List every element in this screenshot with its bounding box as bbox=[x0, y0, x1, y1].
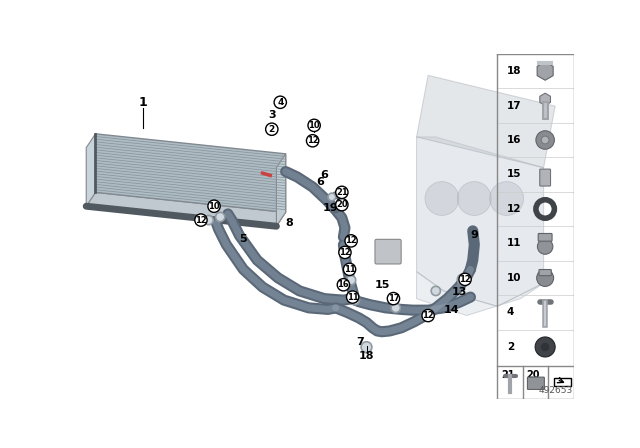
Text: 17: 17 bbox=[507, 100, 521, 111]
Text: 20: 20 bbox=[336, 200, 348, 209]
Circle shape bbox=[346, 276, 356, 285]
Circle shape bbox=[350, 296, 360, 305]
Circle shape bbox=[344, 263, 356, 276]
Text: 14: 14 bbox=[444, 305, 459, 315]
Circle shape bbox=[204, 215, 213, 225]
Polygon shape bbox=[95, 134, 285, 212]
Circle shape bbox=[337, 279, 349, 291]
Text: 18: 18 bbox=[359, 351, 374, 362]
Text: 12: 12 bbox=[459, 275, 471, 284]
Circle shape bbox=[336, 198, 348, 211]
Text: 11: 11 bbox=[347, 293, 358, 302]
Text: 21: 21 bbox=[501, 370, 515, 380]
Text: 10: 10 bbox=[308, 121, 320, 130]
Circle shape bbox=[307, 134, 319, 147]
Circle shape bbox=[425, 181, 459, 215]
Text: 12: 12 bbox=[507, 204, 521, 214]
Circle shape bbox=[424, 310, 433, 319]
Circle shape bbox=[459, 273, 471, 285]
Circle shape bbox=[541, 136, 549, 144]
Text: 2: 2 bbox=[507, 342, 514, 352]
Text: 18: 18 bbox=[507, 66, 521, 76]
Text: 19: 19 bbox=[323, 203, 338, 213]
FancyBboxPatch shape bbox=[539, 270, 551, 276]
Circle shape bbox=[541, 342, 550, 352]
FancyBboxPatch shape bbox=[527, 377, 545, 389]
Text: 6: 6 bbox=[320, 170, 328, 181]
Text: 4: 4 bbox=[277, 98, 284, 107]
Text: 12: 12 bbox=[339, 248, 351, 257]
Text: 3: 3 bbox=[268, 110, 276, 121]
Text: 21: 21 bbox=[336, 188, 348, 197]
Text: 10: 10 bbox=[507, 273, 521, 283]
Text: 1: 1 bbox=[139, 96, 148, 109]
Circle shape bbox=[431, 286, 440, 296]
Circle shape bbox=[537, 270, 554, 286]
Circle shape bbox=[422, 310, 435, 322]
Circle shape bbox=[538, 239, 553, 254]
Circle shape bbox=[308, 119, 320, 132]
Text: 16: 16 bbox=[337, 280, 349, 289]
FancyBboxPatch shape bbox=[538, 233, 552, 241]
Text: 11: 11 bbox=[507, 238, 521, 249]
Text: 12: 12 bbox=[307, 136, 319, 145]
Circle shape bbox=[387, 293, 399, 305]
Circle shape bbox=[195, 214, 207, 226]
Polygon shape bbox=[417, 271, 543, 315]
Circle shape bbox=[458, 274, 468, 285]
Circle shape bbox=[328, 193, 336, 201]
Circle shape bbox=[345, 235, 357, 247]
Polygon shape bbox=[86, 134, 95, 206]
Polygon shape bbox=[417, 137, 543, 306]
Text: 15: 15 bbox=[507, 169, 521, 180]
Text: 12: 12 bbox=[195, 215, 207, 224]
Text: 7: 7 bbox=[356, 337, 364, 347]
Circle shape bbox=[216, 212, 225, 222]
Circle shape bbox=[339, 246, 351, 258]
Text: 15: 15 bbox=[374, 280, 390, 290]
Text: 17: 17 bbox=[388, 294, 399, 303]
Circle shape bbox=[391, 303, 401, 313]
Text: 10: 10 bbox=[208, 202, 220, 211]
Text: 9: 9 bbox=[470, 230, 478, 241]
Polygon shape bbox=[276, 154, 285, 226]
Text: 12: 12 bbox=[422, 311, 434, 320]
FancyBboxPatch shape bbox=[375, 239, 401, 264]
Circle shape bbox=[490, 181, 524, 215]
Text: 13: 13 bbox=[451, 288, 467, 297]
Polygon shape bbox=[86, 192, 285, 226]
Circle shape bbox=[536, 131, 554, 149]
Text: 492653: 492653 bbox=[539, 386, 573, 395]
Polygon shape bbox=[554, 378, 570, 386]
Text: 2: 2 bbox=[269, 125, 275, 134]
Polygon shape bbox=[417, 75, 555, 168]
Text: 6: 6 bbox=[316, 177, 324, 186]
Circle shape bbox=[535, 337, 555, 357]
Circle shape bbox=[361, 342, 372, 353]
Text: 11: 11 bbox=[344, 265, 355, 274]
Text: 20: 20 bbox=[526, 370, 540, 380]
Circle shape bbox=[336, 186, 348, 198]
FancyBboxPatch shape bbox=[540, 169, 550, 186]
Text: 5: 5 bbox=[239, 233, 247, 244]
Text: 4: 4 bbox=[507, 307, 514, 318]
Text: 16: 16 bbox=[507, 135, 521, 145]
Circle shape bbox=[346, 291, 359, 303]
Circle shape bbox=[208, 200, 220, 212]
Circle shape bbox=[458, 181, 492, 215]
Circle shape bbox=[274, 96, 287, 108]
Text: 12: 12 bbox=[345, 237, 357, 246]
Circle shape bbox=[266, 123, 278, 135]
Text: 8: 8 bbox=[285, 218, 293, 228]
